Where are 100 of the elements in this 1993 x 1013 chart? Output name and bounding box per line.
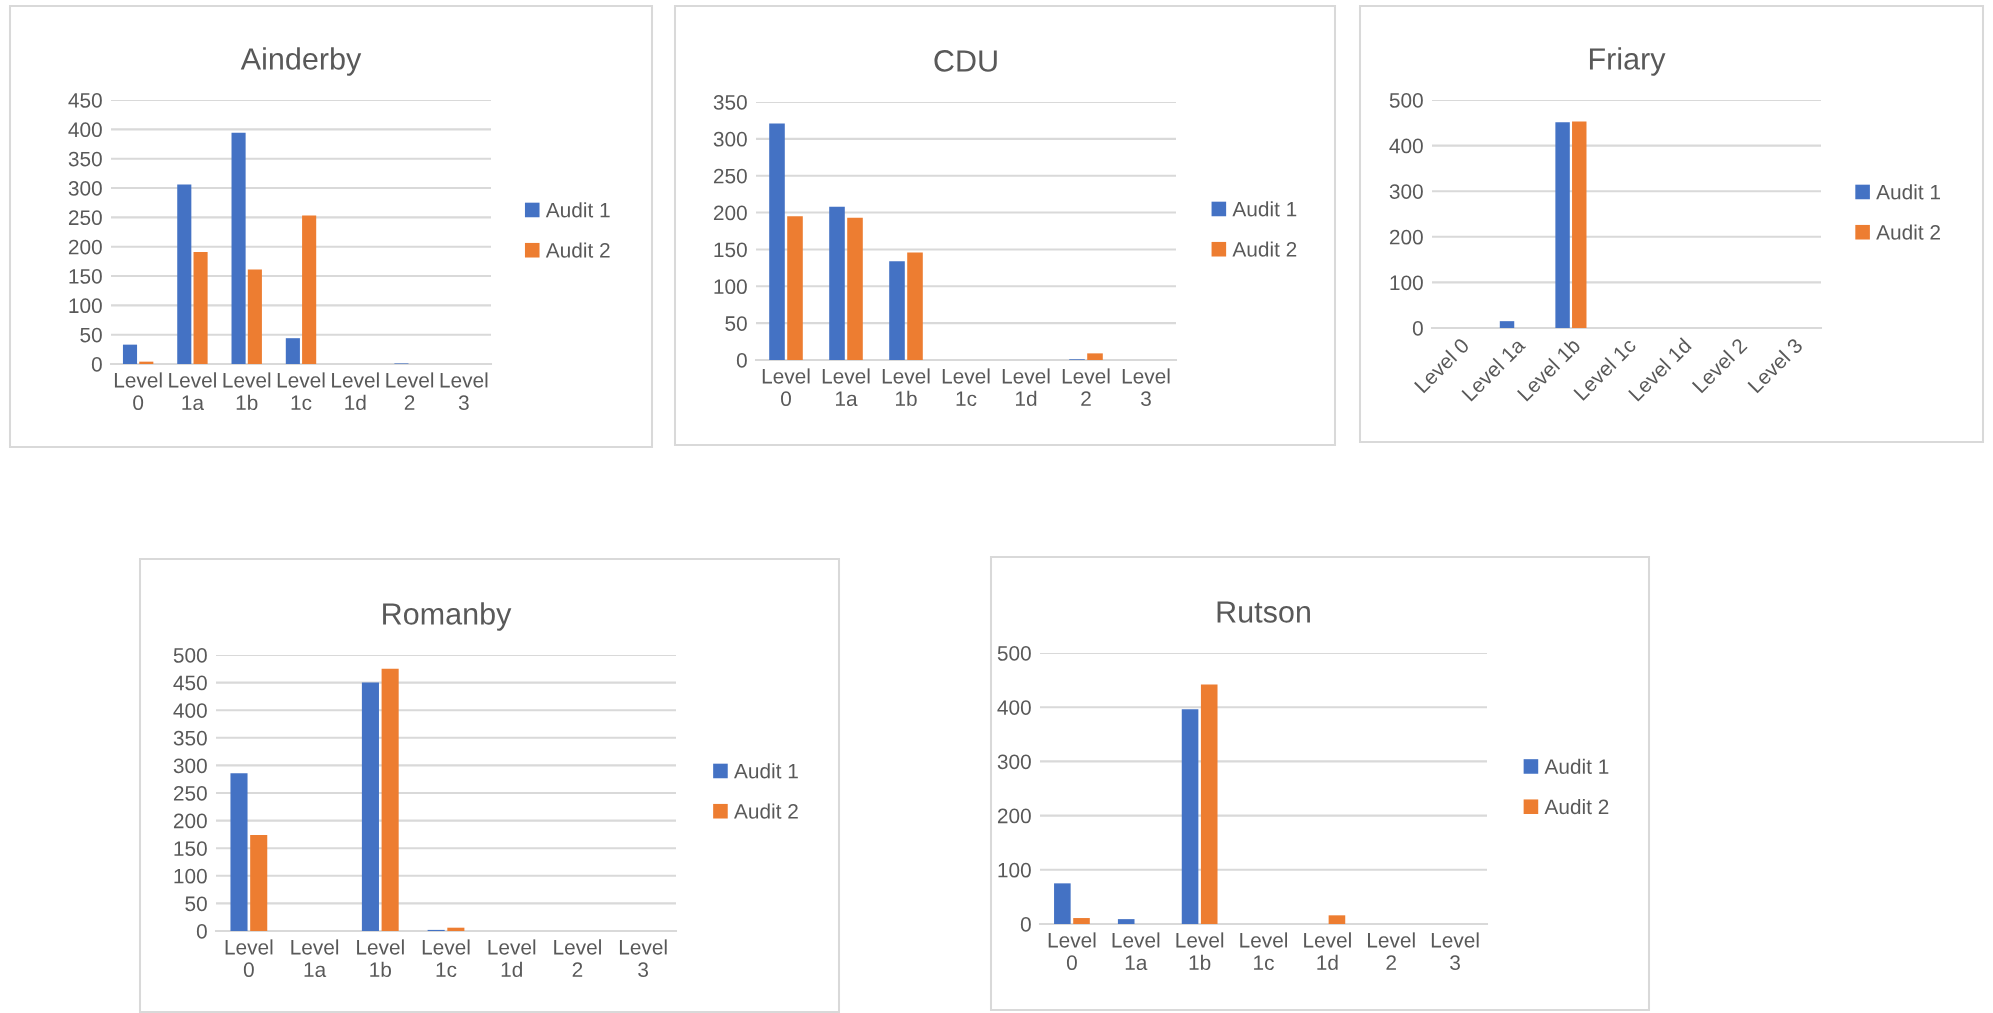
x-tick-label: Level 3 [619,939,667,978]
legend-label: Audit 1 [734,763,798,779]
x-tick-label: Level 2 [1368,932,1415,970]
x-tick-label: Level 1b [1176,932,1224,971]
x-tick-label: Level 0 [1048,932,1096,971]
y-tick-label: 400 [997,700,1031,715]
bar [193,251,208,364]
legend-label: Audit 2 [545,242,610,258]
x-tick-label: Level 1a [1112,932,1160,971]
bar [1087,353,1103,360]
x-tick-label: Level 1d [1304,932,1351,971]
x-tick-label: Level 1b [882,368,930,407]
y-tick-label: 0 [91,357,102,372]
x-tick-label: Level 1b [357,939,404,978]
x-tick-label: Level 0 [114,372,162,411]
y-tick-label: 0 [196,924,207,939]
x-tick-label: Level 1c [942,368,990,407]
y-tick-label: 150 [174,841,207,856]
legend-label: Audit 1 [1544,758,1609,774]
y-tick-label: 200 [713,205,747,221]
y-tick-label: 350 [713,95,747,110]
x-tick-label: Level 2 [386,372,434,410]
x-tick-label: Level 1d [488,939,536,978]
bar [829,206,845,360]
y-tick-label: 400 [68,122,102,138]
x-tick-label: Level 1c [277,372,325,411]
y-tick-label: 200 [173,813,207,829]
legend-label: Audit 2 [734,803,798,819]
y-tick-label: 0 [1412,321,1423,336]
legend-label: Audit 1 [545,202,610,218]
bar [1499,321,1515,328]
y-tick-label: 300 [713,131,747,147]
y-tick-label: 100 [998,862,1031,878]
x-tick-label: Level 1a [291,939,339,978]
y-tick-label: 450 [68,93,102,108]
y-tick-label: 300 [997,754,1031,770]
bar [1181,709,1199,924]
x-tick-label: Level 3 [1431,932,1479,971]
legend-label: Audit 1 [1876,184,1940,200]
y-tick-label: 350 [173,730,207,746]
chart-title: Ainderby [240,47,362,76]
chart-title: CDU [934,50,997,72]
bar [1572,121,1587,328]
bar [285,338,300,364]
y-tick-label: 250 [713,168,747,184]
bar [361,682,379,931]
bar [231,132,246,364]
y-tick-label: 250 [173,786,207,801]
bar [1200,684,1218,924]
bar [1054,883,1071,924]
y-tick-label: 300 [173,758,207,774]
chart-title: Rutson [1217,601,1310,623]
y-tick-label: 200 [68,239,102,255]
x-tick-label: Level 1a [822,368,870,407]
x-tick-label: Level 3 [1122,368,1170,407]
bar [122,344,138,364]
bar [230,773,248,931]
bar [177,184,192,364]
bar [847,217,863,360]
x-tick-label: Level 0 [225,939,273,978]
y-tick-label: 350 [68,151,102,167]
y-tick-label: 400 [173,703,207,718]
y-tick-label: 150 [714,242,747,258]
y-tick-label: 0 [736,353,747,368]
bar [907,252,923,360]
x-tick-label: Level 1d [332,372,379,411]
y-tick-label: 0 [1020,917,1031,932]
y-tick-label: 450 [173,675,207,691]
x-tick-label: Level 3 [440,372,488,411]
x-tick-label: Level 1c [1240,932,1288,971]
bar [1328,915,1346,924]
bar [381,668,399,931]
y-tick-label: 50 [725,316,747,331]
y-tick-label: 200 [997,808,1031,824]
y-tick-label: 500 [173,648,207,663]
y-tick-label: 300 [68,181,102,196]
x-tick-label: Level 1c [422,939,470,978]
bar [769,123,785,360]
bar [889,261,905,360]
chart-title: Romanby [383,602,512,631]
y-tick-label: 500 [997,646,1031,661]
bar [1117,919,1135,924]
bar [302,215,317,364]
x-tick-label: Level 1d [1002,368,1050,407]
y-tick-label: 500 [1389,93,1423,108]
y-tick-label: 300 [1389,184,1423,199]
y-tick-label: 50 [185,896,207,912]
y-tick-label: 100 [69,298,102,314]
bar [247,269,262,364]
bar [1073,918,1090,924]
chart-title: Friary [1589,47,1666,76]
x-tick-label: Level 0 [762,368,810,407]
legend-label: Audit 2 [1232,241,1297,257]
y-tick-label: 100 [1390,275,1423,291]
y-tick-label: 400 [1389,138,1423,154]
legend-label: Audit 2 [1544,798,1609,815]
y-tick-label: 50 [80,327,102,343]
y-tick-label: 150 [69,269,102,284]
x-tick-label: Level 1a [169,372,216,411]
y-tick-label: 200 [1389,229,1423,245]
